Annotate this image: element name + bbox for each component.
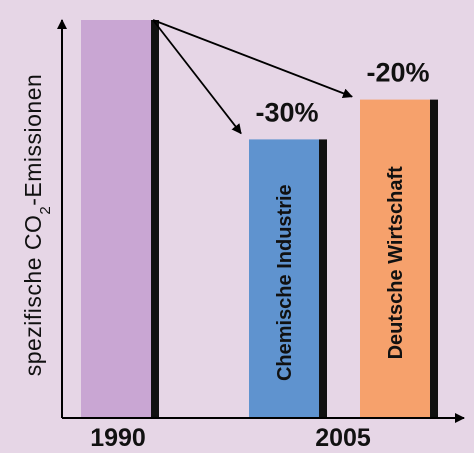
y-axis-title-rest: -Emissionen — [20, 74, 46, 206]
bar-2005-chemie-change-label: -30% — [255, 97, 318, 127]
bar-1990 — [81, 20, 151, 418]
bars-layer — [81, 20, 438, 418]
bar-2005-wirtschaft-label: Deutsche Wirtschaft — [385, 166, 407, 360]
bar-2005-wirtschaft — [360, 99, 430, 418]
arrow-to-chemie — [152, 19, 242, 135]
bar-2005-wirtschaft-change-label: -20% — [366, 58, 429, 88]
bar-2005-chemie-label: Chemische Industrie — [274, 184, 296, 381]
bar-1990-shadow — [151, 20, 159, 418]
y-axis-title-subscript: 2 — [37, 206, 54, 215]
arrows-layer — [152, 19, 353, 135]
bar-2005-chemie-shadow — [319, 139, 327, 418]
y-axis-title: spezifische CO2-Emissionen — [20, 74, 54, 377]
y-axis-title-main: spezifische CO — [20, 215, 46, 377]
x-tick-label-1990: 1990 — [90, 424, 146, 452]
bar-2005-chemie — [249, 139, 319, 418]
bar-2005-wirtschaft-shadow — [430, 99, 438, 418]
arrow-to-wirtschaft — [152, 19, 353, 99]
labels-layer: Chemische Industrie -30% Deutsche Wirtscha… — [255, 58, 429, 381]
x-tick-label-2005: 2005 — [315, 424, 371, 452]
